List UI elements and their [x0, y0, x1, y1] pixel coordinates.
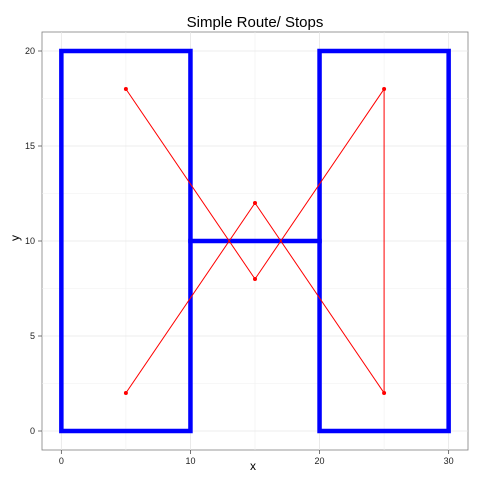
route-stop-point	[123, 87, 128, 91]
x-tick-label: 20	[315, 456, 325, 466]
y-axis-label: y	[8, 235, 22, 241]
route-layer	[123, 87, 387, 395]
chart-title: Simple Route/ Stops	[187, 14, 324, 31]
x-axis-label: x	[250, 459, 256, 473]
y-tick-label: 15	[25, 141, 35, 151]
x-tick-label: 0	[59, 456, 64, 466]
route-stop-point	[382, 391, 387, 395]
y-tick-label: 20	[25, 46, 35, 56]
route-stop-point	[253, 201, 257, 205]
x-axis: 0 10 20 30	[59, 450, 454, 466]
y-axis: 0 5 10 15 20	[25, 46, 42, 436]
outline-layer	[59, 48, 451, 434]
x-tick-label: 10	[185, 456, 195, 466]
route-stop-point	[253, 277, 257, 281]
route-line	[125, 87, 385, 395]
y-tick-label: 0	[30, 426, 35, 436]
y-tick-label: 5	[30, 331, 35, 341]
x-tick-label: 30	[444, 456, 454, 466]
outline-path-2	[317, 48, 451, 434]
route-stop-point	[382, 87, 387, 91]
route-stop-point	[123, 391, 128, 395]
outline-path-1	[59, 48, 193, 434]
y-tick-label: 10	[25, 236, 35, 246]
